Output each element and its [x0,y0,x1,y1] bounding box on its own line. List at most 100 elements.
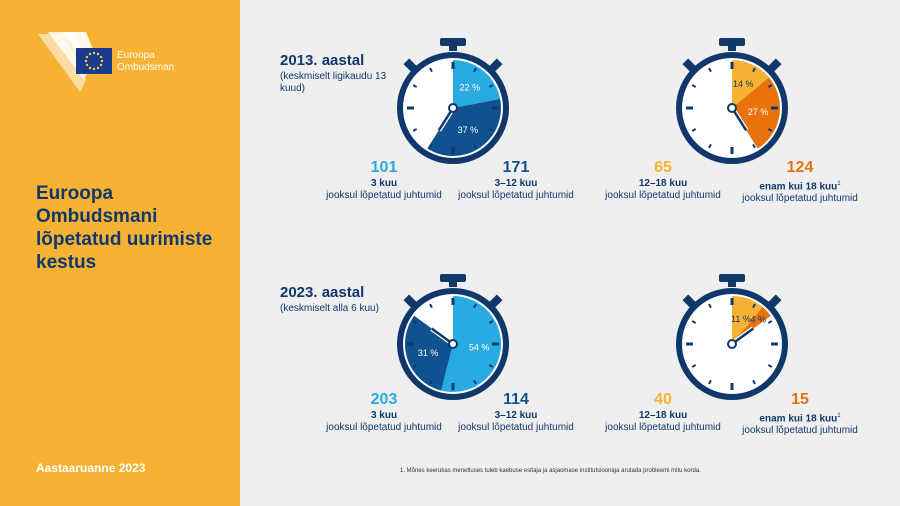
tick-mark [708,143,712,149]
page-title: Euroopa Ombudsmani lõpetatud uurimiste k… [36,183,213,273]
tick-mark [488,128,494,132]
stat-period: 12–18 kuu [638,410,688,421]
stat-desc: jooksul lõpetatud juhtumid [458,422,574,433]
tick-mark [473,67,477,73]
stat-count: 203 [370,391,398,408]
tick-mark [429,303,433,309]
pie-slice-1 [405,315,453,391]
tick-mark [488,84,494,88]
stat-period: 12–18 kuu [638,178,688,189]
pie-slice-label-0: 54 % [469,342,490,352]
tick-mark [708,303,712,309]
stat-period: 3 kuu [370,410,398,421]
tick-mark [752,143,756,149]
tick-mark [412,320,418,324]
logo-text: Euroopa Ombudsman [117,50,174,74]
pie-slice-label-0: 22 % [460,83,481,93]
stat-count: 114 [503,391,529,408]
tick-mark [473,379,477,385]
tick-mark [708,379,712,385]
pie-slice-0 [453,60,501,108]
pie-slice-0 [732,60,769,108]
footnote: 1. Mõnes keerukas menetluses tuleb kaebu… [400,468,701,474]
stat-count: 65 [654,159,672,176]
pie-slice-0 [441,296,501,392]
tick-mark [429,143,433,149]
pie-slice-label-0: 14 % [733,79,754,89]
stopwatch-hub [448,339,458,349]
stat-count: 15 [791,391,809,408]
sidebar: Euroopa Ombudsman Euroopa Ombudsmani lõp… [0,0,240,506]
tick-mark [691,128,697,132]
stat-desc: jooksul lõpetatud juhtumid [605,422,721,433]
pie-slice-label-0: 11 % [731,314,751,324]
stat-count: 101 [370,159,398,176]
stat-2013-over-18-months: 124 enam kui 18 kuu1 jooksul lõpetatud ju… [740,158,860,205]
eu-stars-icon [84,51,104,71]
stat-period: enam kui 18 kuu [759,181,838,193]
year-title-2023: 2023. aastal [280,284,365,301]
tick-mark [752,303,756,309]
tick-mark [767,128,773,132]
stat-2013-3-months: 101 3 kuu jooksul lõpetatud juhtumid [324,158,444,202]
stopwatch-chart-2013-short: 22 % 37 % [397,38,509,164]
tick-mark [691,320,697,324]
main-panel: 2013. aastal (keskmiselt ligikaudu 13 ku… [240,0,900,506]
stopwatch-hub [727,339,737,349]
pie-slice-label-1: 31 % [418,348,439,358]
stopwatch-chart-2023-long: 11 % 4 % [676,274,788,400]
stat-2023-12-18-months: 40 12–18 kuu jooksul lõpetatud juhtumid [603,390,723,434]
tick-mark [488,320,494,324]
stopwatch-hub [448,103,458,113]
stopwatch-chart-2013-long: 14 % 27 % [676,38,788,164]
pie-slice-1 [732,77,780,149]
stat-2023-3-12-months: 114 3–12 kuu jooksul lõpetatud juhtumid [456,390,576,434]
year-subtitle-2013: (keskmiselt ligikaudu 13 kuud) [280,71,387,94]
stat-2013-3-12-months: 171 3–12 kuu jooksul lõpetatud juhtumid [456,158,576,202]
tick-mark [767,84,773,88]
tick-mark [708,67,712,73]
logo-line-1: Euroopa [117,50,155,61]
stat-count: 40 [654,391,672,408]
tick-mark [752,379,756,385]
stat-count: 124 [786,159,814,176]
stopwatch-chart-2023-short: 54 % 31 % [397,274,509,400]
stat-count: 171 [502,159,530,176]
footnote-marker: 1 [837,181,841,187]
ombudsman-logo [38,32,112,92]
stopwatch-hub [727,103,737,113]
stopwatch-crown-icon [719,38,745,46]
stat-desc: jooksul lõpetatud juhtumid [742,193,858,205]
pie-slice-label-1: 37 % [458,125,479,135]
tick-mark [412,364,418,368]
report-label: Aastaaruanne 2023 [36,461,146,475]
tick-mark [412,84,418,88]
pie-slice-0 [732,296,763,344]
stat-period: 3–12 kuu [494,410,538,421]
stopwatch-stem [449,281,457,287]
pie-slice-label-1: 4 % [750,314,766,324]
stopwatch-stem [728,281,736,287]
tick-mark [473,303,477,309]
stat-desc: jooksul lõpetatud juhtumid [605,190,721,201]
tick-mark [429,67,433,73]
tick-mark [752,67,756,73]
tick-mark [691,84,697,88]
stat-desc: jooksul lõpetatud juhtumid [458,190,574,201]
stat-2013-12-18-months: 65 12–18 kuu jooksul lõpetatud juhtumid [603,158,723,202]
tick-mark [767,320,773,324]
stopwatch-stem [728,45,736,51]
stat-desc: jooksul lõpetatud juhtumid [742,425,858,437]
stat-period: 3 kuu [370,178,398,189]
stat-period: enam kui 18 kuu [759,413,838,425]
stopwatch-stem [449,45,457,51]
pie-slice-1 [427,99,501,156]
stat-2023-over-18-months: 15 enam kui 18 kuu1 jooksul lõpetatud juh… [740,390,860,437]
tick-mark [767,364,773,368]
logo-line-2: Ombudsman [117,62,175,73]
year-subtitle-2023: (keskmiselt alla 6 kuu) [280,303,379,314]
footnote-marker: 1 [837,413,841,419]
stopwatch-crown-icon [440,274,466,282]
stat-desc: jooksul lõpetatud juhtumid [326,190,442,201]
tick-mark [488,364,494,368]
